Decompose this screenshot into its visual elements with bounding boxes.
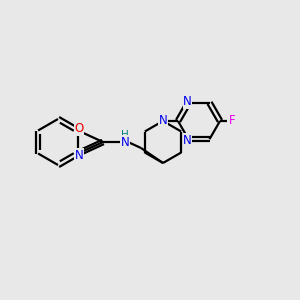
Text: N: N [183, 95, 192, 108]
Text: N: N [74, 149, 83, 162]
Text: H: H [121, 130, 129, 140]
Text: O: O [74, 122, 83, 135]
Text: F: F [229, 115, 235, 128]
Text: N: N [183, 134, 192, 147]
Text: N: N [159, 115, 167, 128]
Text: N: N [121, 136, 129, 148]
